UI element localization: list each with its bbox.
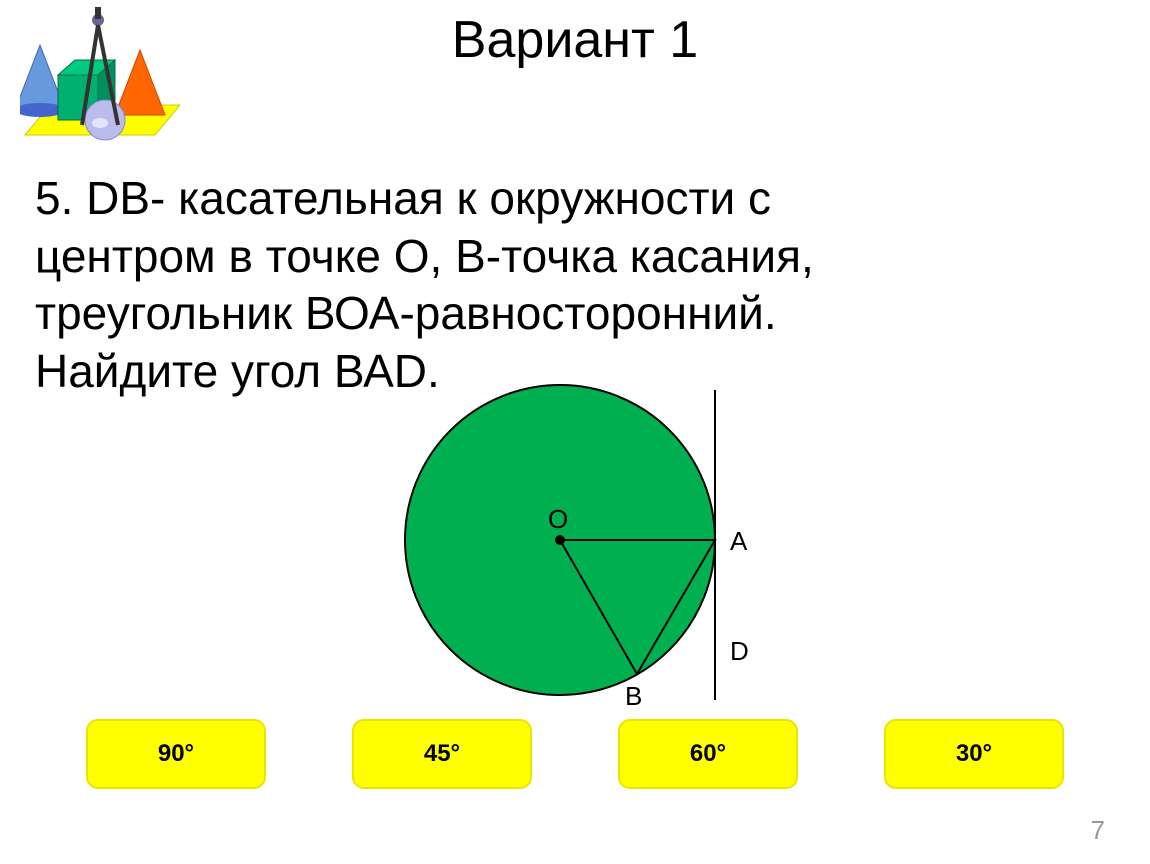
label-d: D — [730, 636, 749, 666]
page-number: 7 — [1091, 815, 1105, 846]
problem-line-3: треугольник ВОА-равносторонний. — [35, 285, 1115, 343]
option-90[interactable]: 90° — [86, 719, 266, 789]
sphere-highlight — [92, 118, 108, 128]
label-a: A — [730, 526, 748, 556]
label-b: B — [625, 681, 642, 710]
option-30[interactable]: 30° — [884, 719, 1064, 789]
label-o: O — [548, 504, 568, 534]
answer-options: 90° 45° 60° 30° — [0, 719, 1150, 789]
problem-line-1: 5. DВ- касательная к окружности с — [35, 170, 1115, 228]
option-45[interactable]: 45° — [352, 719, 532, 789]
slide-title: Вариант 1 — [0, 10, 1150, 70]
center-point — [555, 535, 565, 545]
option-60[interactable]: 60° — [618, 719, 798, 789]
geometry-diagram: O A B D — [370, 360, 790, 710]
problem-line-2: центром в точке О, В-точка касания, — [35, 228, 1115, 286]
